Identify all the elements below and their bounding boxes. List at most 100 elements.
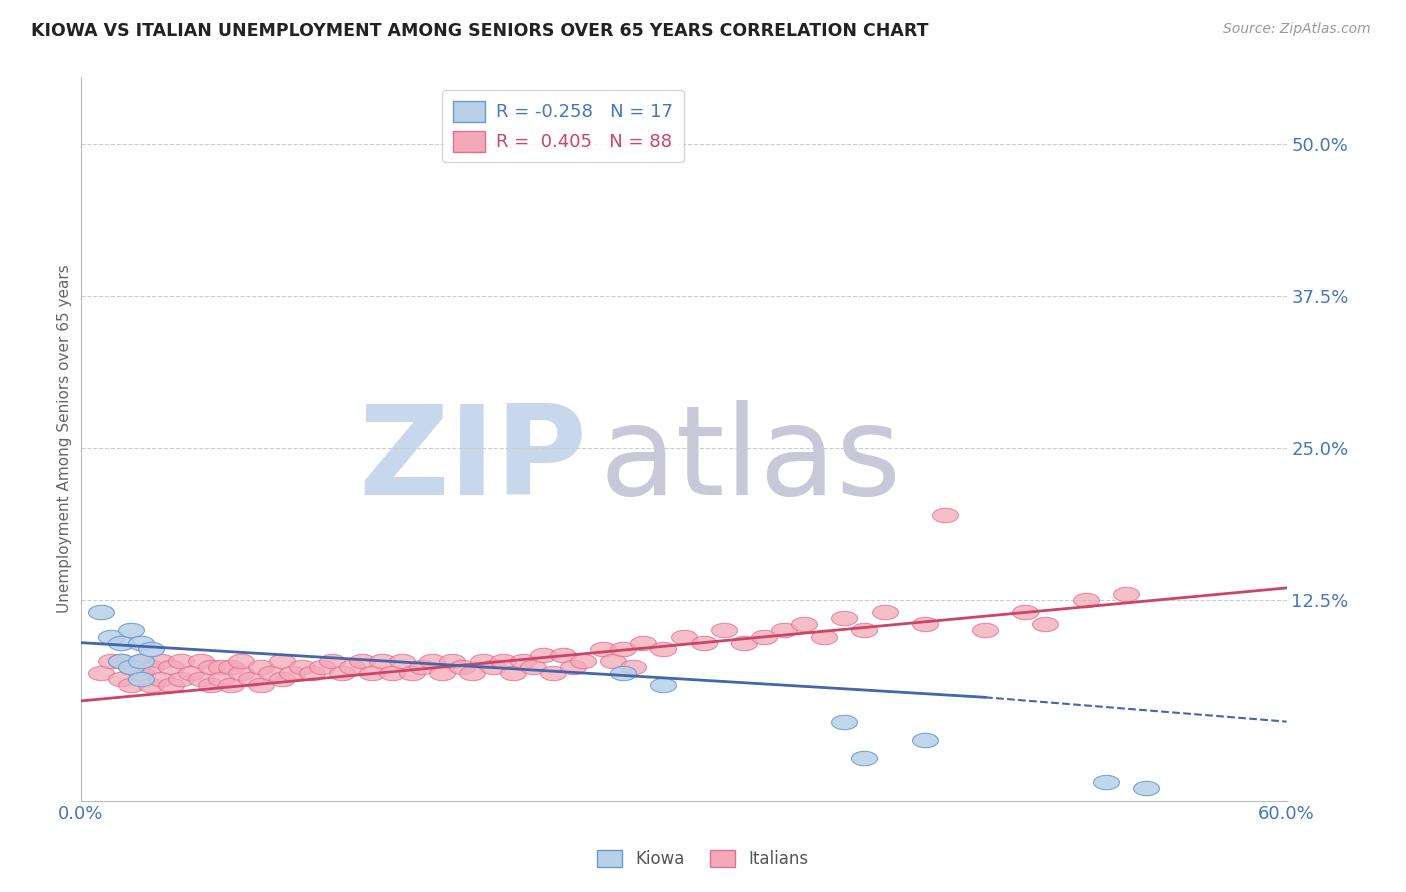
Point [1115,587,1137,601]
Point [633,635,655,649]
Legend: Kiowa, Italians: Kiowa, Italians [591,843,815,875]
Point [612,641,634,656]
Point [692,635,714,649]
Point [100,630,122,644]
Point [773,624,796,638]
Point [1074,593,1097,607]
Point [592,641,614,656]
Point [512,654,534,668]
Point [834,714,856,729]
Point [531,648,554,662]
Point [170,672,193,686]
Point [391,654,413,668]
Point [190,672,212,686]
Point [129,672,152,686]
Point [219,660,242,674]
Point [129,654,152,668]
Point [160,678,183,692]
Point [834,611,856,625]
Point [461,665,484,680]
Point [411,660,433,674]
Point [301,665,323,680]
Point [562,660,585,674]
Point [371,654,394,668]
Point [139,660,162,674]
Point [401,665,423,680]
Point [250,678,273,692]
Point [120,660,142,674]
Point [330,665,353,680]
Point [139,678,162,692]
Point [1035,617,1057,632]
Point [541,665,564,680]
Point [813,630,835,644]
Point [280,665,302,680]
Point [361,665,384,680]
Point [231,654,253,668]
Point [752,630,775,644]
Point [110,672,132,686]
Point [1135,781,1157,796]
Point [621,660,644,674]
Point [713,624,735,638]
Point [551,648,574,662]
Point [873,605,896,619]
Point [451,660,474,674]
Point [350,654,373,668]
Point [321,654,343,668]
Point [270,654,292,668]
Point [471,654,494,668]
Point [149,654,172,668]
Point [733,635,755,649]
Point [250,660,273,674]
Point [160,660,183,674]
Point [120,624,142,638]
Point [502,665,524,680]
Point [914,617,936,632]
Point [110,635,132,649]
Point [139,641,162,656]
Point [491,654,513,668]
Point [793,617,815,632]
Point [100,654,122,668]
Point [381,665,404,680]
Point [120,678,142,692]
Point [291,660,314,674]
Point [90,665,112,680]
Legend: R = -0.258   N = 17, R =  0.405   N = 88: R = -0.258 N = 17, R = 0.405 N = 88 [441,90,683,162]
Point [432,665,454,680]
Point [200,660,222,674]
Text: Source: ZipAtlas.com: Source: ZipAtlas.com [1223,22,1371,37]
Point [522,660,544,674]
Point [853,624,876,638]
Point [260,665,283,680]
Point [149,672,172,686]
Point [180,665,202,680]
Point [441,654,464,668]
Point [914,732,936,747]
Point [120,660,142,674]
Point [340,660,363,674]
Point [209,660,232,674]
Point [853,751,876,765]
Point [612,665,634,680]
Point [190,654,212,668]
Point [311,660,333,674]
Point [90,605,112,619]
Point [129,635,152,649]
Point [240,672,263,686]
Point [200,678,222,692]
Point [270,672,292,686]
Point [934,508,956,522]
Point [219,678,242,692]
Point [129,665,152,680]
Point [1094,775,1116,789]
Text: atlas: atlas [599,401,901,521]
Point [110,654,132,668]
Point [1014,605,1036,619]
Text: ZIP: ZIP [359,401,588,521]
Point [602,654,624,668]
Point [652,678,675,692]
Point [672,630,695,644]
Point [129,654,152,668]
